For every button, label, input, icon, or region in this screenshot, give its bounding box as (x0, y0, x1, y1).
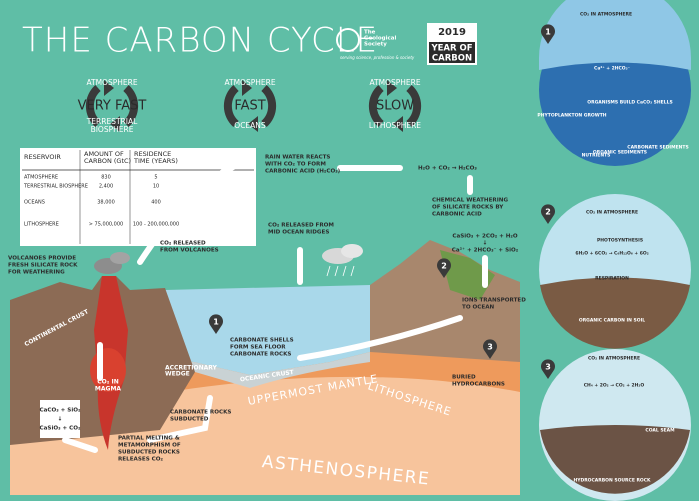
table-cell: 10 (153, 184, 159, 190)
cloud (341, 244, 363, 258)
table-cell: LITHOSPHERE (24, 222, 59, 228)
volcano-smoke (110, 252, 130, 264)
annotation: CO₂ RELEASED FROM (268, 223, 334, 229)
table-cell: ATMOSPHERE (24, 175, 58, 181)
annotation: CARBONIC ACID (432, 212, 482, 218)
annotation: OF SILICATE ROCKS BY (432, 205, 504, 211)
cycle-top: ATMOSPHERE (86, 78, 137, 87)
cycle-top: ATMOSPHERE (224, 78, 275, 87)
table-cell: 830 (101, 175, 111, 181)
table-cell: 2,400 (99, 184, 113, 190)
annotation: WEDGE (165, 371, 190, 378)
annotation: CaSiO₃ + 2CO₂ + H₂O (452, 234, 518, 240)
table-cell: OCEANS (24, 200, 45, 206)
inset-text: ORGANISMS BUILD CaCO₃ SHELLS (587, 100, 672, 106)
inset-text: PHOTOSYNTHESIS (597, 238, 643, 244)
inset-text: CO₂ IN ATMOSPHERE (588, 356, 640, 362)
annotation: FOR WEATHERING (8, 270, 65, 276)
inset-text: 6H₂O + 6CO₂ → C₆H₁₂O₆ + 6O₂ (575, 251, 648, 257)
carbon-cycle-poster: 123123 THE CARBON CYCLETheGeologicalSoci… (0, 0, 699, 501)
annotation: RAIN WATER REACTS (265, 155, 330, 161)
annotation: FROM VOLCANOES (160, 248, 219, 254)
cycle-bottom: LITHOSPHERE (369, 121, 421, 130)
cycle-bottom: OCEANS (234, 121, 266, 130)
title: THE CARBON CYCLE (22, 21, 378, 61)
inset-text: CO₂ IN ATMOSPHERE (586, 210, 638, 216)
annotation: CO₂ RELEASED (160, 241, 206, 247)
annotation: CARBONATE ROCKS (230, 352, 291, 358)
pin-label: 3 (487, 343, 493, 352)
annotation: VOLCANOES PROVIDE (8, 256, 76, 262)
annotation: H₂O + CO₂ → H₂CO₃ (418, 166, 477, 172)
cycle-bottom: BIOSPHERE (91, 125, 134, 134)
pin-label: 1 (213, 318, 219, 327)
table-header: TIME (YEARS) (133, 157, 178, 165)
inset-text: HYDROCARBON SOURCE ROCK (573, 478, 651, 484)
society-name: Society (364, 42, 387, 48)
annotation: ↓ (483, 240, 488, 247)
annotation: WITH CO₂ TO FORM (265, 162, 326, 168)
annotation: MID OCEAN RIDGES (268, 230, 329, 236)
annotation: CARBONIC ACID (H₂CO₃) (265, 169, 341, 175)
annotation: CO₂ IN (97, 379, 118, 386)
tagline: serving science, profession & society (340, 55, 415, 60)
table-header: CARBON (GtC) (84, 157, 131, 165)
badge-text: CARBON (432, 54, 472, 64)
annotation: CHEMICAL WEATHERING (432, 198, 508, 204)
annotation: ↓ (58, 416, 63, 423)
cycle-speed: SLOW (376, 99, 414, 114)
inset-text: ORGANIC CARBON IN SOIL (579, 318, 645, 324)
annotation: CaSiO₃ + CO₂ (40, 426, 81, 432)
inset-text: CARBONATE SEDIMENTS (627, 145, 688, 151)
inset-text: CO₂ IN ATMOSPHERE (580, 12, 632, 18)
pin-label: 3 (545, 363, 551, 372)
table-header: RESERVOIR (24, 153, 61, 161)
annotation: MAGMA (95, 386, 122, 393)
inset-text: Ca²⁺ + 2HCO₃⁻ (594, 66, 631, 72)
inset-text: PHYTOPLANKTON GROWTH (537, 113, 606, 119)
annotation: CARBONATE ROCKS (170, 410, 231, 416)
annotation: CaCO₃ + SiO₂ (40, 408, 81, 414)
pin-label: 2 (441, 262, 447, 271)
badge-text: YEAR OF (430, 44, 472, 54)
annotation: BURIED (452, 375, 476, 381)
table-cell: > 75,000,000 (89, 222, 123, 228)
annotation: FRESH SILICATE ROCK (8, 263, 78, 269)
table-cell: 38,000 (97, 200, 115, 206)
inset-text: CH₄ + 2O₂ → CO₂ + 2H₂O (584, 383, 645, 389)
inset-text: RESPIRATION (595, 276, 629, 282)
annotation: PARTIAL MELTING & (118, 436, 180, 442)
annotation: METAMORPHISM OF (118, 443, 181, 449)
cycle-speed: VERY FAST (78, 99, 147, 114)
cycle-speed: FAST (234, 99, 265, 114)
table-cell: TERRESTRIAL BIOSPHERE (23, 184, 88, 190)
annotation: FORM SEA FLOOR (230, 345, 286, 351)
annotation: IONS TRANSPORTED (462, 298, 526, 304)
pin-label: 2 (545, 208, 551, 217)
annotation: TO OCEAN (462, 305, 495, 311)
pin-label: 1 (545, 28, 551, 37)
badge-year: 2019 (438, 27, 466, 38)
annotation: Ca²⁺ + 2HCO₃⁻ + SiO₂ (452, 247, 519, 254)
annotation: HYDROCARBONS (452, 382, 505, 388)
annotation: SUBDUCTED (170, 417, 209, 423)
table-cell: 100 - 200,000,000 (133, 222, 179, 228)
table-cell: 400 (151, 200, 161, 206)
annotation: RELEASES CO₂ (118, 457, 164, 463)
table-cell: 5 (154, 175, 157, 181)
annotation: CARBONATE SHELLS (230, 338, 294, 344)
inset-sky (539, 0, 691, 70)
annotation: SUBDUCTED ROCKS (118, 450, 180, 456)
cycle-top: ATMOSPHERE (369, 78, 420, 87)
inset-text: COAL SEAM (645, 428, 675, 434)
